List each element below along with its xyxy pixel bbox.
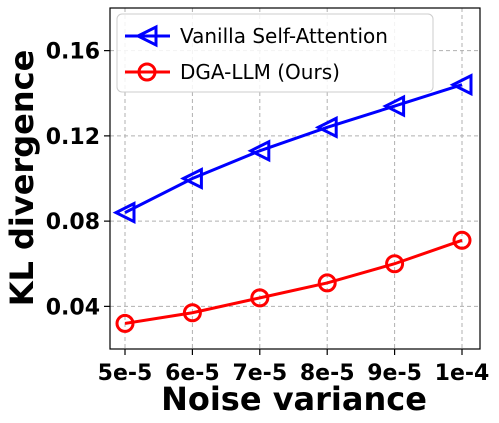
series-layer (112, 73, 473, 333)
x-tick-label: 7e-5 (232, 361, 287, 386)
legend-marker (134, 24, 158, 48)
legend-label: Vanilla Self-Attention (180, 24, 388, 48)
x-axis-title: Noise variance (161, 380, 427, 418)
x-tick-label: 8e-5 (300, 361, 355, 386)
vanilla-self-attention-point (112, 201, 136, 225)
vanilla-self-attention-point (247, 139, 271, 163)
x-tick-label: 6e-5 (165, 361, 220, 386)
vanilla-self-attention-point (449, 73, 473, 97)
dga-llm-point (317, 273, 337, 293)
dga-llm-point (115, 313, 135, 333)
legend-label: DGA-LLM (Ours) (180, 60, 340, 84)
y-tick-label: 0.04 (46, 295, 100, 320)
vanilla-self-attention-point (314, 115, 338, 139)
dga-llm-point (250, 288, 270, 308)
vanilla-self-attention-point (382, 94, 406, 118)
y-tick-label: 0.08 (46, 210, 100, 235)
x-tick-label: 5e-5 (98, 361, 153, 386)
x-tick-label: 9e-5 (367, 361, 422, 386)
y-axis-ticks: 0.04 0.08 0.12 0.16 (46, 40, 110, 320)
legend-marker (137, 62, 157, 82)
legend-entry-vanilla-self-attention: Vanilla Self-Attention (125, 24, 388, 48)
y-axis-title: KL divergence (3, 50, 41, 307)
dga-llm-point (385, 254, 405, 274)
plot-frame (109, 7, 481, 350)
y-tick-label: 0.12 (46, 125, 100, 150)
vanilla-self-attention-line (124, 83, 463, 214)
legend: Vanilla Self-Attention DGA-LLM (Ours) (116, 13, 434, 93)
legend-box (116, 13, 434, 93)
dga-llm-line (124, 238, 463, 325)
y-tick-label: 0.16 (46, 40, 100, 65)
vanilla-self-attention-point (180, 167, 203, 190)
dga-llm-series (115, 230, 472, 333)
dga-llm-point (182, 303, 202, 323)
legend-entry-dga-llm: DGA-LLM (Ours) (125, 60, 340, 84)
x-tick-label: 1e-4 (435, 361, 490, 386)
dga-llm-point (452, 230, 472, 250)
vanilla-self-attention-series (112, 73, 473, 225)
x-axis-ticks: 5e-5 6e-5 7e-5 8e-5 9e-5 1e-4 (98, 349, 490, 386)
